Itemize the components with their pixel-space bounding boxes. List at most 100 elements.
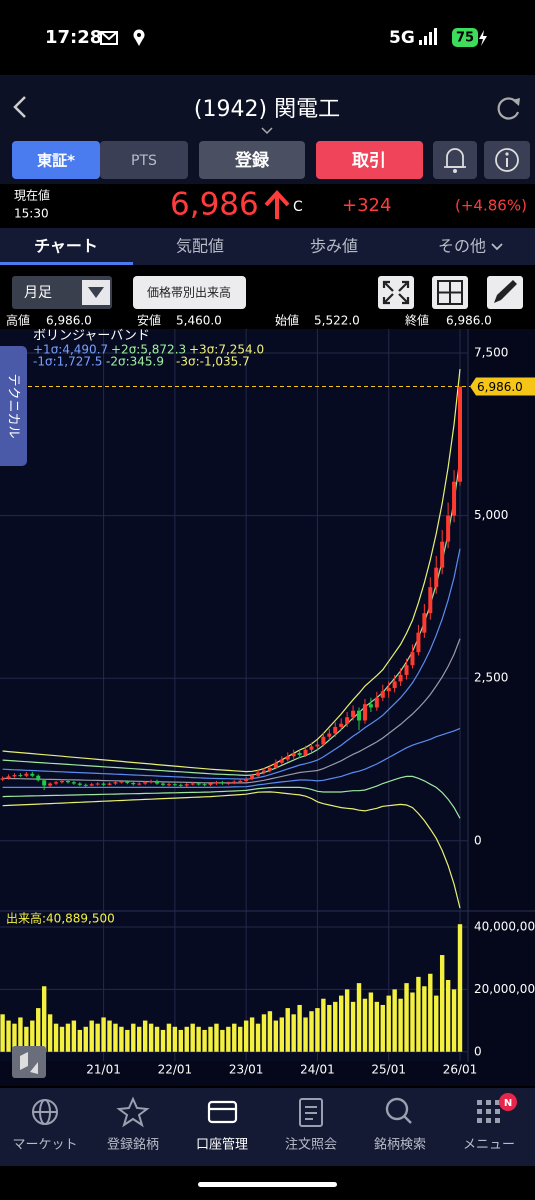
candle-body	[77, 783, 82, 785]
volume-profile-label: 価格帯別出来高	[147, 285, 231, 300]
nav-icon-search-part[interactable]	[385, 1097, 409, 1121]
location-icon-part	[137, 33, 141, 37]
volume-bar	[439, 955, 445, 1052]
trade-label: 取引	[352, 151, 386, 171]
nav-icon-menu-part[interactable]	[486, 1118, 491, 1123]
refresh-button[interactable]	[497, 97, 520, 120]
network: 5G	[389, 28, 415, 48]
nav-label[interactable]: マーケット	[12, 1138, 77, 1153]
volume-profile-button[interactable]	[133, 276, 246, 309]
nav-icon-orders-part[interactable]	[299, 1098, 323, 1127]
nav-label[interactable]: メニュー	[463, 1138, 515, 1153]
market-tab-pts[interactable]	[100, 141, 188, 179]
nav-icon-menu-part[interactable]	[495, 1100, 500, 1105]
nav-label[interactable]: 銘柄検索	[374, 1137, 426, 1153]
volume-bar	[398, 998, 403, 1052]
band-label: +3σ:7,254.0	[189, 343, 264, 357]
signal-icon-part	[424, 36, 427, 45]
volume-bar	[137, 1026, 142, 1052]
x-tick-label: 25/01	[371, 1063, 406, 1077]
trade-button[interactable]	[316, 141, 423, 179]
title-chevron[interactable]	[261, 127, 273, 135]
candle-body	[285, 756, 290, 760]
nav-icon-menu-part[interactable]	[495, 1118, 500, 1123]
nav-icon-menu-part[interactable]	[486, 1109, 491, 1114]
candle-body	[71, 782, 76, 784]
nav-icon-menu-part[interactable]	[477, 1118, 482, 1123]
chart-mode-icon-part[interactable]	[12, 1046, 46, 1078]
market-tab-tse[interactable]	[12, 141, 100, 179]
nav-icon-menu-part[interactable]	[495, 1109, 500, 1114]
volume-bar	[160, 1029, 166, 1052]
pen-icon-part	[494, 280, 517, 303]
nav-icon-market[interactable]	[32, 1099, 58, 1125]
mail-icon-part	[100, 31, 118, 45]
volume-bar	[190, 1023, 195, 1052]
volume-bar	[273, 1020, 279, 1052]
tab[interactable]: チャート	[34, 237, 98, 256]
bollinger-band	[2, 727, 461, 789]
nav-icon-search[interactable]	[385, 1097, 412, 1124]
tab[interactable]: その他	[438, 237, 486, 256]
technical-side-tab[interactable]	[0, 346, 27, 466]
nav-icon-menu[interactable]	[477, 1100, 500, 1123]
nav-icon-account-part[interactable]	[207, 1100, 238, 1124]
chart-mode-icon-part[interactable]	[30, 1062, 38, 1074]
candle-body	[42, 780, 47, 786]
tab[interactable]: 気配値	[176, 237, 224, 256]
candle-body	[327, 733, 332, 737]
nav-label[interactable]: 注文照会	[285, 1138, 337, 1153]
volume-bar	[113, 1023, 118, 1052]
ohlc-label: 安値	[137, 313, 161, 328]
nav-label[interactable]: 登録銘柄	[107, 1137, 159, 1153]
candle-body	[368, 704, 373, 708]
candle-body	[12, 775, 17, 777]
volume-bar	[166, 1023, 172, 1052]
nav-icon-menu-part[interactable]	[486, 1100, 491, 1105]
nav-icon-watchlist[interactable]	[116, 1096, 150, 1128]
candle-body	[190, 783, 195, 785]
candle-body	[54, 782, 59, 784]
nav-icon-menu-part[interactable]	[477, 1109, 482, 1114]
nav-icon-menu-part[interactable]	[477, 1100, 482, 1105]
volume-bar	[178, 1029, 184, 1052]
alert-button[interactable]	[433, 141, 477, 179]
volume-bar	[267, 1011, 273, 1052]
nav-label[interactable]: 口座管理	[196, 1138, 248, 1153]
volume-bar	[451, 989, 457, 1052]
back-button[interactable]	[13, 96, 26, 118]
register-button[interactable]	[199, 141, 305, 179]
candle-body	[392, 681, 397, 688]
signal-icon-part	[429, 32, 432, 45]
candle-body	[256, 772, 261, 776]
bollinger-band	[2, 791, 461, 909]
volume-bar	[261, 1014, 267, 1052]
market-tab-label: PTS	[131, 153, 157, 169]
candle-body	[155, 780, 160, 784]
volume-bar	[6, 1020, 11, 1052]
candle-body	[404, 665, 409, 675]
candle-body	[24, 773, 29, 776]
refresh-button-part[interactable]	[512, 98, 520, 106]
y-tick-label: 40,000,000	[474, 919, 535, 933]
menu-badge-label: N	[504, 1098, 512, 1109]
refresh-button-part[interactable]	[497, 97, 520, 120]
mail-icon	[100, 31, 118, 45]
volume-bar	[428, 973, 433, 1052]
candle-body	[244, 778, 249, 781]
chart-mode-icon-part[interactable]	[20, 1052, 28, 1070]
nav-icon-account[interactable]	[207, 1100, 238, 1124]
volume-bar	[327, 1004, 332, 1052]
candle-body	[95, 783, 100, 785]
tab[interactable]: 歩み値	[310, 237, 358, 256]
x-tick-label: 21/01	[86, 1063, 121, 1077]
signal-icon	[419, 28, 437, 45]
candle-body	[113, 782, 118, 784]
nav-icon-orders[interactable]	[299, 1098, 323, 1127]
chart-mode-icon[interactable]	[12, 1046, 46, 1078]
volume-bar	[89, 1020, 94, 1052]
bell-icon	[444, 148, 466, 173]
volume-bar	[315, 1008, 320, 1052]
nav-icon-search-part[interactable]	[403, 1115, 412, 1124]
up-arrow-part	[264, 190, 290, 207]
